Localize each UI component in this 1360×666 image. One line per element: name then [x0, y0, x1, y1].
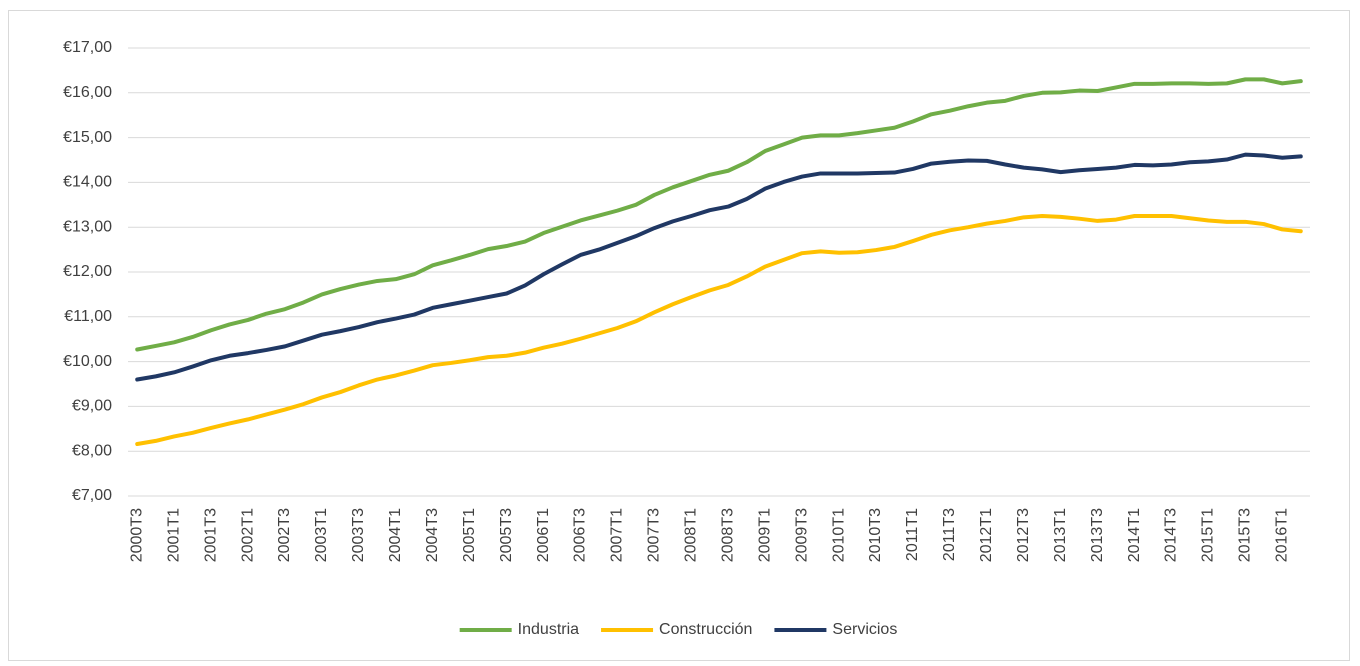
x-tick-label: 2007T3	[646, 508, 663, 562]
x-tick-label: 2015T1	[1200, 508, 1217, 562]
y-tick-label: €17,00	[63, 39, 112, 56]
y-tick-label: €12,00	[63, 263, 112, 280]
x-tick-label: 2005T3	[498, 508, 515, 562]
x-tick-label: 2016T1	[1274, 508, 1291, 562]
y-tick-label: €15,00	[63, 129, 112, 146]
legend-label: Industria	[518, 621, 579, 638]
y-tick-label: €11,00	[64, 308, 112, 325]
x-tick-label: 2007T1	[609, 508, 626, 562]
y-tick-label: €7,00	[72, 487, 112, 504]
x-tick-label: 2008T3	[719, 508, 736, 562]
x-tick-label: 2001T1	[165, 508, 182, 562]
x-tick-label: 2008T1	[683, 508, 700, 562]
x-tick-label: 2009T1	[756, 508, 773, 562]
x-tick-label: 2014T1	[1126, 508, 1143, 562]
y-tick-label: €8,00	[72, 442, 112, 459]
x-tick-label: 2014T3	[1163, 508, 1180, 562]
series-line	[135, 77, 1303, 352]
legend: Industria Construcción Servicios	[459, 621, 897, 638]
x-tick-label: 2002T1	[239, 508, 256, 562]
y-tick-label: €9,00	[72, 398, 112, 415]
x-tick-label: 2005T1	[461, 508, 478, 562]
y-tick-label: €16,00	[63, 84, 112, 101]
x-tick-label: 2010T1	[830, 508, 847, 562]
x-tick-label: 2011T1	[904, 508, 921, 561]
x-tick-label: 2004T1	[387, 508, 404, 562]
x-tick-label: 2003T3	[350, 508, 367, 562]
series-line	[135, 214, 1303, 447]
x-tick-label: 2003T1	[313, 508, 330, 562]
y-tick-label: €10,00	[63, 353, 112, 370]
x-tick-label: 2013T1	[1052, 508, 1069, 562]
x-tick-label: 2006T1	[535, 508, 552, 562]
x-tick-label: 2009T3	[793, 508, 810, 562]
chart-border	[8, 10, 1350, 661]
x-tick-label: 2006T3	[572, 508, 589, 562]
x-tick-label: 2013T3	[1089, 508, 1106, 562]
x-tick-label: 2001T3	[202, 508, 219, 562]
x-tick-label: 2000T3	[128, 508, 145, 562]
series-line	[135, 152, 1303, 382]
x-tick-label: 2012T3	[1015, 508, 1032, 562]
legend-label: Construcción	[659, 621, 752, 638]
x-tick-label: 2011T3	[941, 508, 958, 561]
x-tick-label: 2002T3	[276, 508, 293, 562]
x-tick-label: 2010T3	[867, 508, 884, 562]
y-tick-label: €13,00	[63, 218, 112, 235]
y-tick-label: €14,00	[63, 174, 112, 191]
x-tick-label: 2015T3	[1237, 508, 1254, 562]
x-tick-label: 2012T1	[978, 508, 995, 562]
legend-label: Servicios	[832, 621, 897, 638]
x-tick-label: 2004T3	[424, 508, 441, 562]
